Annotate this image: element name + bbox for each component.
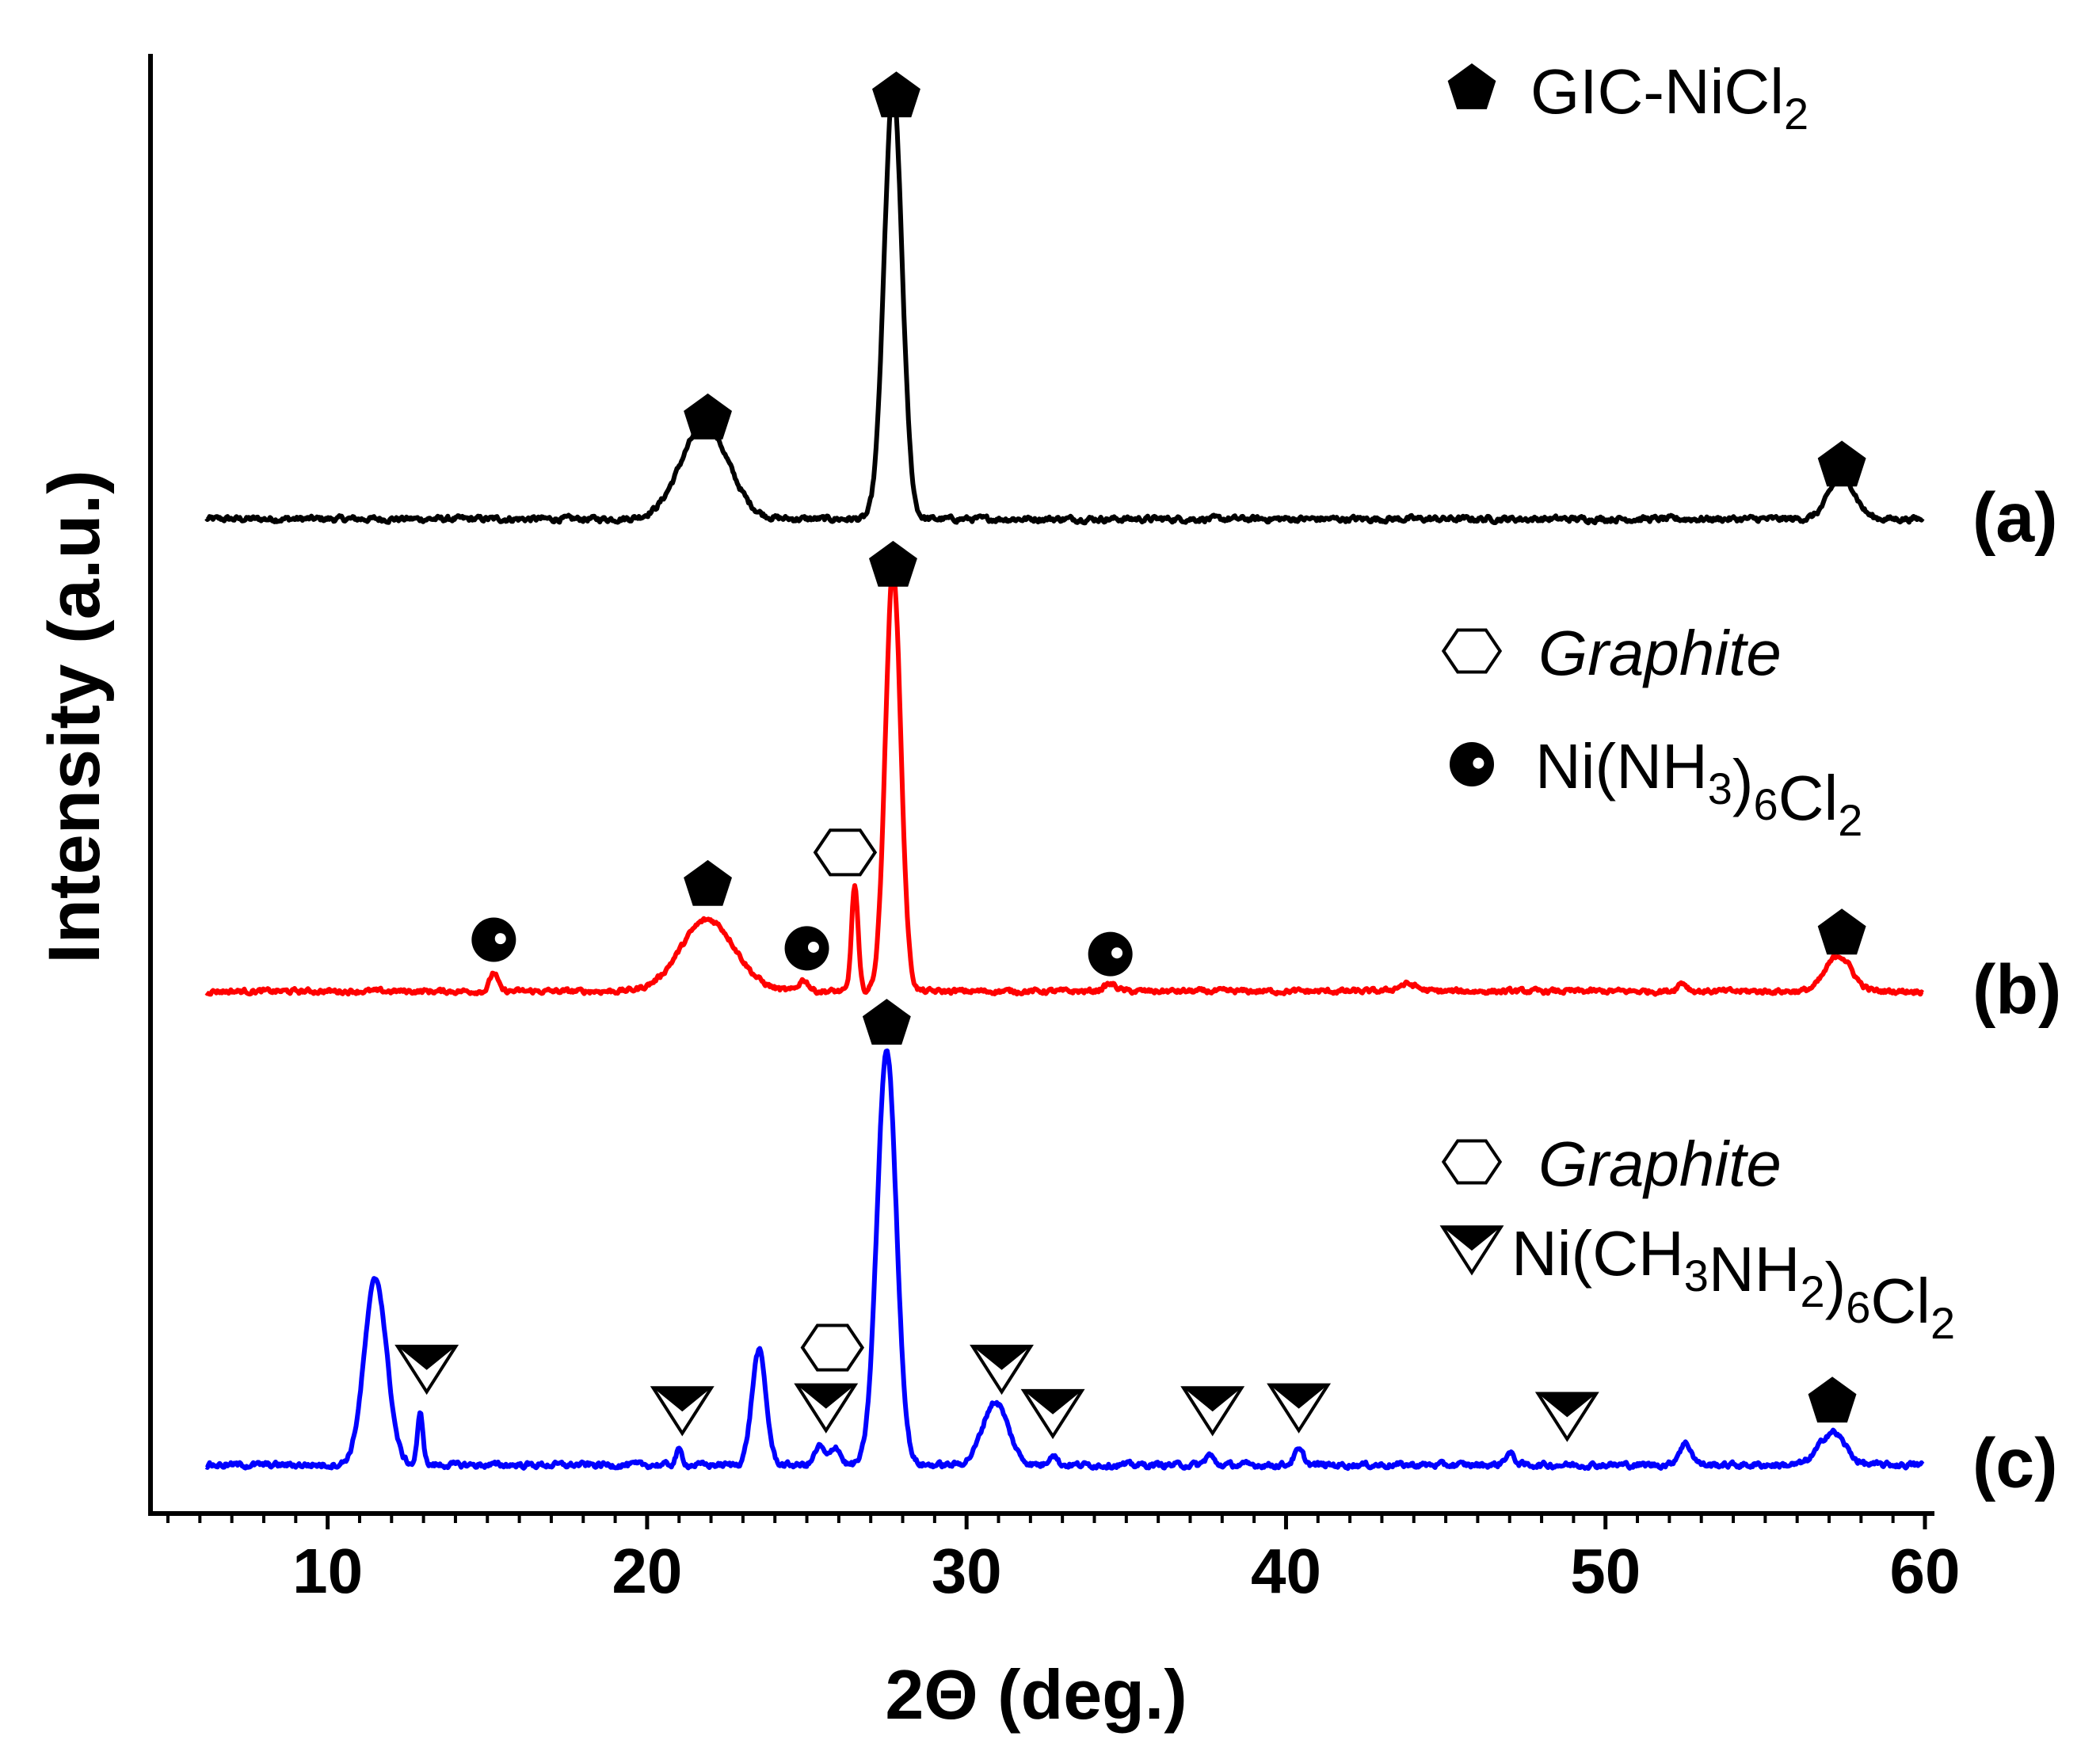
hexagon-legend-symbol xyxy=(1441,1139,1503,1185)
x-tick-label: 50 xyxy=(1570,1536,1641,1606)
series-line-1 xyxy=(204,87,1925,526)
pentagon-legend-symbol xyxy=(1447,63,1496,109)
x-tick-label: 30 xyxy=(932,1536,1002,1606)
pentagon-marker xyxy=(1817,440,1866,487)
legend-label: GIC-NiCl2 xyxy=(1530,56,1808,139)
triangle-marker xyxy=(1180,1386,1245,1437)
triangle-marker xyxy=(1020,1388,1085,1440)
legend-label: Graphite xyxy=(1538,1129,1782,1199)
x-tick-label: 60 xyxy=(1890,1536,1961,1606)
markers-layer xyxy=(394,71,1866,1442)
pentagon-marker xyxy=(872,71,920,118)
dot-marker xyxy=(784,926,829,971)
triangle-marker xyxy=(794,1383,859,1434)
x-axis-label: 2Θ (deg.) xyxy=(885,1655,1187,1734)
x-ticks-layer: 10 20 30 40 50 60 xyxy=(166,1514,1961,1606)
legend-label: Graphite xyxy=(1538,618,1782,688)
triangle-marker xyxy=(1267,1383,1332,1434)
dot-marker xyxy=(471,917,516,962)
curve-label: (a) xyxy=(1972,478,2058,556)
pentagon-marker xyxy=(684,393,732,440)
hexagon-marker xyxy=(800,1323,865,1372)
hexagon-marker xyxy=(813,828,878,877)
x-tick-label: 20 xyxy=(612,1536,682,1606)
triangle-marker xyxy=(1534,1392,1599,1442)
dot-legend-symbol xyxy=(1450,742,1494,786)
triangle-marker xyxy=(394,1344,459,1396)
legend-label: Ni(NH3)6Cl2 xyxy=(1535,731,1862,845)
triangle-legend-symbol xyxy=(1439,1225,1504,1276)
pentagon-marker xyxy=(1808,1377,1857,1423)
hexagon-legend-symbol xyxy=(1441,628,1503,674)
pentagon-marker xyxy=(1817,908,1866,955)
x-tick-label: 40 xyxy=(1251,1536,1321,1606)
pentagon-marker xyxy=(862,999,911,1045)
triangle-marker xyxy=(970,1344,1034,1396)
x-tick-label: 10 xyxy=(292,1536,363,1606)
legend-label: Ni(CH3NH2)6Cl2 xyxy=(1511,1218,1955,1348)
curves-layer xyxy=(204,87,1925,1472)
y-axis-label: Intensity (a.u.) xyxy=(34,470,115,964)
curve-label: (b) xyxy=(1972,950,2061,1029)
legend-layer: GIC-NiCl2 Graphite Ni(NH3)6Cl2 Graphite Ni(C… xyxy=(1439,56,1955,1348)
curve-labels-layer: (a) (b) (c) xyxy=(1972,478,2061,1502)
pentagon-marker xyxy=(869,540,917,587)
pentagon-marker xyxy=(684,859,732,906)
series-line-2 xyxy=(204,565,1925,997)
curve-label: (c) xyxy=(1972,1424,2058,1502)
series-line-3 xyxy=(204,1048,1925,1472)
dot-marker xyxy=(1088,931,1133,977)
triangle-marker xyxy=(650,1386,715,1437)
